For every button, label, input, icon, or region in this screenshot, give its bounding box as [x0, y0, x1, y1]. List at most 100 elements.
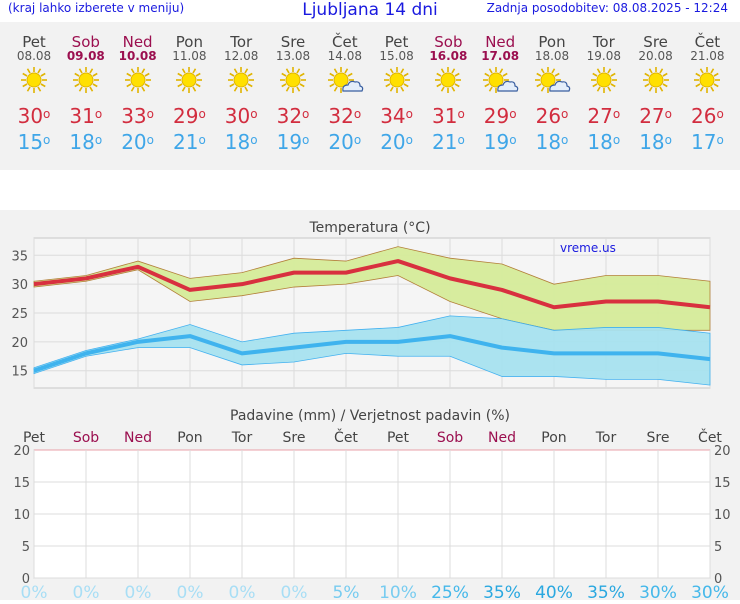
day-name: Ned	[122, 33, 153, 51]
precip-probability-label: 30%	[691, 583, 729, 600]
precip-y-tick-left: 0	[22, 572, 30, 587]
precip-probability-label: 0%	[21, 583, 48, 600]
day-date: 16.08	[429, 49, 468, 63]
temp-chart-title: Temperatura (°C)	[308, 220, 430, 236]
charts-svg: Temperatura (°C) 15 20 25 30 35 vreme.us Padavi…	[11, 220, 731, 603]
temp-y-tick: 15	[11, 365, 28, 380]
min-temp: 20o	[328, 130, 362, 154]
precip-probability-label: 25%	[431, 583, 469, 600]
temp-y-tick: 30	[11, 278, 28, 293]
temp-series-line	[33, 259, 711, 310]
precip-probability-label: 0%	[177, 583, 204, 600]
precip-day-label: Pon	[541, 430, 566, 446]
max-temp: 30o	[17, 104, 51, 128]
day-name: Pon	[538, 33, 566, 51]
precip-y-tick-right: 15	[714, 476, 731, 491]
day-column: Sre 20.08 27o 18o	[630, 22, 682, 155]
day-date: 09.08	[66, 49, 105, 63]
day-column: Tor 19.08 27o 18o	[578, 22, 630, 155]
day-column: Sre 13.08 32o 19o	[267, 22, 319, 155]
day-date: 10.08	[118, 49, 157, 63]
sun-icon	[215, 63, 267, 103]
max-temp: 34o	[380, 104, 413, 128]
sun-icon	[60, 63, 112, 103]
sun-icon	[8, 63, 60, 103]
temp-series-line	[33, 334, 711, 373]
precip-y-tick-right: 5	[714, 540, 722, 555]
min-temp: 18o	[639, 130, 672, 154]
precip-y-tick-right: 20	[714, 444, 731, 459]
precip-day-label: Pon	[177, 430, 202, 446]
daily-forecast-strip: Pet 08.08 30o 15o Sob 09.08 31o 18o Ned 10.08 33o 2…	[0, 22, 740, 170]
precip-day-label: Ned	[124, 430, 152, 446]
precip-day-label: Tor	[231, 430, 253, 446]
day-date: 14.08	[327, 49, 362, 63]
day-name: Sre	[280, 33, 306, 51]
day-date: 08.08	[16, 49, 52, 63]
day-name: Pet	[384, 33, 409, 51]
min-temp: 19o	[483, 130, 517, 154]
min-temp: 17o	[690, 130, 724, 154]
precip-day-label: Sob	[73, 430, 99, 446]
precip-day-label: Sob	[437, 430, 463, 446]
precip-y-tick-left: 5	[22, 540, 30, 555]
day-name: Čet	[694, 33, 721, 51]
page-title: Ljubljana 14 dni	[302, 0, 438, 20]
day-column: Tor 12.08 30o 18o	[215, 22, 267, 155]
min-temp: 19o	[276, 130, 310, 154]
day-name: Pet	[22, 33, 46, 51]
precip-day-label: Ned	[488, 430, 516, 446]
day-column: Pon 11.08 29o 21o	[163, 22, 215, 155]
max-temp: 31o	[69, 104, 103, 128]
precip-day-label: Tor	[595, 430, 617, 446]
precip-day-label: Sre	[283, 430, 306, 446]
sun-cloud-icon	[474, 63, 526, 103]
day-date: 15.08	[379, 49, 414, 63]
day-date: 19.08	[586, 49, 621, 63]
day-date: 21.08	[690, 49, 725, 63]
day-date: 17.08	[481, 49, 520, 63]
precip-probability-label: 0%	[281, 583, 308, 600]
day-date: 11.08	[172, 49, 207, 63]
precip-day-label: Pet	[387, 430, 410, 446]
min-temp: 18o	[224, 130, 258, 154]
max-temp: 26o	[690, 104, 724, 128]
max-temp: 30o	[224, 104, 258, 128]
precip-y-tick-left: 10	[13, 508, 30, 523]
precip-probability-label: 0%	[73, 583, 100, 600]
min-temp: 21o	[172, 130, 206, 154]
location-hint: (kraj lahko izberete v meniju)	[8, 1, 185, 15]
max-temp: 26o	[535, 104, 569, 128]
day-column: Čet 14.08 32o 20o	[319, 22, 371, 155]
day-date: 20.08	[638, 49, 673, 63]
precip-day-label: Pet	[23, 430, 46, 446]
day-column: Ned 10.08 33o 20o	[112, 22, 164, 155]
day-date: 18.08	[534, 49, 570, 63]
day-name: Tor	[230, 33, 253, 51]
precip-probability-label: 35%	[483, 583, 521, 600]
sun-icon	[422, 63, 474, 103]
sun-icon	[371, 63, 423, 103]
max-temp: 29o	[172, 104, 206, 128]
precip-probability-label: 5%	[333, 583, 360, 600]
day-column: Sob 16.08 31o 21o	[422, 22, 474, 155]
day-column: Pet 15.08 34o 20o	[371, 22, 423, 155]
day-column: Ned 17.08 29o 19o	[474, 22, 526, 155]
precip-day-label: Čet	[698, 428, 722, 446]
sun-icon	[267, 63, 319, 103]
temp-range-band	[33, 315, 711, 386]
max-temp: 27o	[587, 104, 621, 128]
temp-watermark: vreme.us	[560, 241, 616, 255]
precip-y-tick-left: 20	[13, 444, 30, 459]
day-name: Sob	[71, 33, 100, 51]
min-temp: 18o	[69, 130, 103, 154]
day-column: Sob 09.08 31o 18o	[60, 22, 112, 155]
precip-probability-label: 0%	[125, 583, 152, 600]
sun-icon	[681, 63, 733, 103]
precip-day-label: Sre	[647, 430, 670, 446]
sun-icon	[112, 63, 164, 103]
temp-y-tick: 20	[11, 336, 28, 351]
day-name: Sob	[434, 33, 463, 51]
temp-y-tick: 35	[11, 249, 28, 264]
day-column: Pon 18.08 26o 18o	[526, 22, 578, 155]
